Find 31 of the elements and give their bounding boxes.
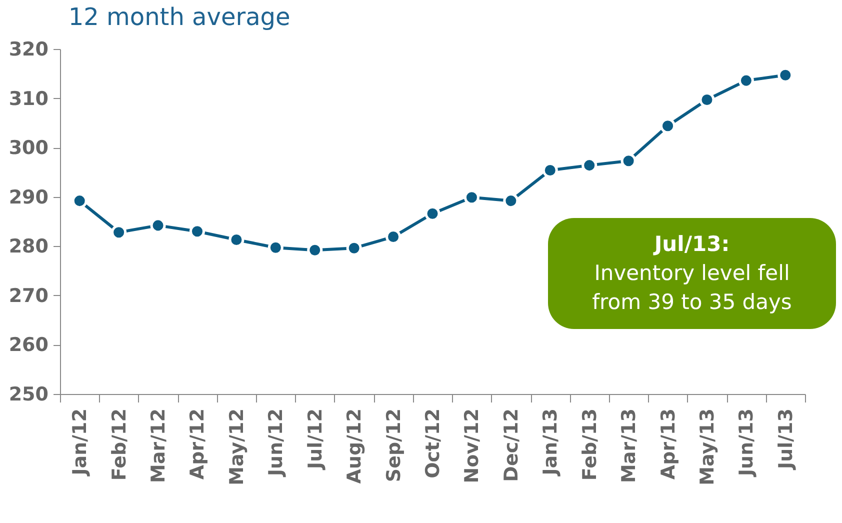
annotation: Jul/13: Inventory level fell from 39 to 35 days (591, 231, 793, 316)
x-tick-label: Oct/12 (422, 408, 444, 478)
y-tick-label: 300 (8, 137, 48, 160)
callout-box: Jul/13: Inventory level fell from 39 to 35 days (548, 218, 836, 329)
x-tick-label: Apr/12 (186, 408, 209, 480)
chart-title: 12 month average (68, 3, 290, 31)
x-tick-label: Jul/12 (304, 408, 326, 471)
point (660, 118, 676, 134)
y-tick-label: 250 (8, 384, 48, 406)
x-tick-label: Jul/13 (774, 408, 797, 471)
y-tick-label: 270 (8, 284, 48, 307)
x-tick-label: Jun/12 (265, 408, 288, 478)
x-tick-label: Jun/13 (736, 408, 758, 478)
x-tick-label: May/12 (226, 408, 248, 486)
x-tick-label: Apr/13 (657, 408, 680, 480)
x-tick-label: Jan/13 (540, 408, 562, 478)
y-tick-label: 320 (8, 38, 48, 60)
y-tick-label: 260 (8, 334, 48, 356)
y-tick-label: 290 (8, 186, 48, 208)
x-tick-label: Jan/12 (69, 408, 92, 478)
x-tick-label: Dec/12 (500, 408, 522, 482)
x-tick-label: Mar/12 (148, 408, 170, 483)
x-tick-label: May/13 (696, 408, 718, 486)
y-tick-label: 310 (8, 88, 48, 110)
y-tick-label: 280 (8, 236, 48, 258)
x-tick-label: Sep/12 (382, 408, 405, 482)
x-tick-label: Aug/12 (344, 408, 366, 484)
x-tick-label: Mar/13 (618, 408, 640, 483)
x-tick-label: Nov/12 (461, 408, 484, 484)
x-tick-label: Feb/12 (108, 408, 130, 481)
x-tick-label: Feb/13 (578, 408, 601, 481)
